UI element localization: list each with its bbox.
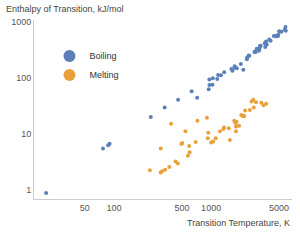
svg-text:10: 10 — [21, 129, 31, 139]
svg-text:50: 50 — [80, 203, 90, 213]
svg-text:500: 500 — [174, 203, 189, 213]
svg-text:Transition Temperature, K: Transition Temperature, K — [187, 218, 290, 228]
svg-text:100: 100 — [107, 203, 122, 213]
svg-text:Melting: Melting — [89, 70, 118, 80]
svg-text:1: 1 — [26, 185, 31, 195]
svg-text:1000: 1000 — [201, 203, 221, 213]
svg-text:5000: 5000 — [269, 203, 289, 213]
svg-text:Enthalpy of Transition, kJ/mol: Enthalpy of Transition, kJ/mol — [6, 4, 124, 14]
svg-text:Boiling: Boiling — [89, 51, 116, 61]
svg-text:100: 100 — [16, 73, 31, 83]
svg-text:1000: 1000 — [11, 17, 31, 27]
